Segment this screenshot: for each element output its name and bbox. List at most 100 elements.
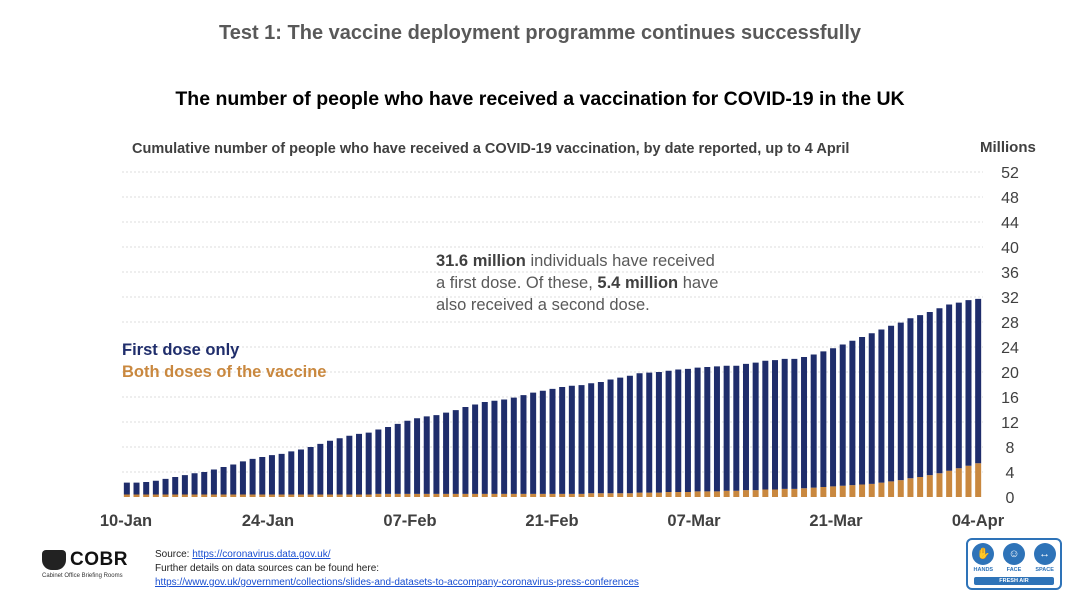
bar-first-dose-only: [781, 358, 788, 489]
details-link[interactable]: https://www.gov.uk/government/collection…: [155, 577, 639, 588]
bar-first-dose-only: [414, 418, 421, 494]
bar-both-doses: [297, 494, 304, 497]
bar-both-doses: [326, 494, 333, 497]
bar-first-dose-only: [868, 333, 875, 484]
bar-both-doses: [210, 494, 217, 497]
bar-first-dose-only: [810, 354, 817, 488]
bar-both-doses: [423, 493, 430, 497]
bar-both-doses: [491, 493, 498, 497]
bar-first-dose-only: [336, 438, 343, 495]
bar-first-dose-only: [423, 416, 430, 494]
bar-first-dose-only: [501, 399, 508, 494]
bar-first-dose-only: [597, 382, 604, 494]
bar-first-dose-only: [617, 377, 624, 494]
bar-both-doses: [249, 494, 256, 497]
bar-both-doses: [868, 483, 875, 497]
y-tick-label: 52: [1001, 165, 1019, 182]
bar-first-dose-only: [578, 385, 585, 494]
bar-both-doses: [365, 494, 372, 497]
footer-sources: Source: https://coronavirus.data.gov.uk/…: [155, 548, 639, 590]
bar-both-doses: [694, 491, 701, 497]
fresh-air-label: FRESH AIR: [974, 577, 1054, 585]
bar-both-doses: [559, 493, 566, 497]
bar-first-dose-only: [568, 385, 575, 494]
bar-first-dose-only: [791, 358, 798, 489]
y-tick-label: 40: [1001, 240, 1019, 257]
bar-both-doses: [375, 493, 382, 497]
bar-first-dose-only: [752, 362, 759, 491]
bar-both-doses: [172, 494, 179, 497]
bar-both-doses: [675, 492, 682, 497]
bar-both-doses: [152, 494, 159, 497]
bar-both-doses: [385, 493, 392, 497]
bar-first-dose-only: [772, 360, 779, 490]
bar-both-doses: [443, 493, 450, 497]
bar-both-doses: [955, 468, 962, 497]
logo-subtext: Cabinet Office Briefing Rooms: [42, 573, 123, 579]
bar-both-doses: [810, 487, 817, 497]
bar-both-doses: [414, 493, 421, 497]
bar-first-dose-only: [965, 300, 972, 466]
bar-first-dose-only: [607, 379, 614, 494]
bar-first-dose-only: [539, 390, 546, 494]
bar-both-doses: [181, 494, 188, 497]
bar-both-doses: [346, 494, 353, 497]
bar-both-doses: [762, 489, 769, 497]
y-tick-label: 16: [1001, 390, 1019, 407]
bar-both-doses: [404, 493, 411, 497]
x-tick-label: 21-Feb: [525, 512, 578, 530]
x-tick-label: 10-Jan: [100, 512, 152, 530]
bar-both-doses: [394, 493, 401, 497]
bar-both-doses: [288, 494, 295, 497]
bar-both-doses: [646, 492, 653, 497]
legend-first-dose: First dose only: [122, 341, 240, 359]
bar-both-doses: [133, 494, 140, 497]
bar-both-doses: [510, 493, 517, 497]
y-axis-unit-label: Millions: [980, 139, 1036, 156]
source-prefix: Source:: [155, 549, 193, 560]
bar-both-doses: [897, 480, 904, 497]
bar-both-doses: [772, 489, 779, 497]
bar-first-dose-only: [926, 312, 933, 476]
bar-first-dose-only: [897, 322, 904, 481]
bar-both-doses: [336, 494, 343, 497]
face-icon: ☺: [1002, 543, 1025, 565]
page-subtitle: The number of people who have received a…: [175, 88, 905, 110]
bar-both-doses: [278, 494, 285, 497]
chart-annotation: 31.6 million individuals have received a…: [436, 250, 766, 316]
bar-first-dose-only: [646, 372, 653, 493]
y-tick-label: 32: [1001, 290, 1019, 307]
bar-first-dose-only: [878, 329, 885, 483]
bar-first-dose-only: [849, 340, 856, 486]
bar-both-doses: [307, 494, 314, 497]
hands-item: ✋ HANDS: [972, 543, 995, 573]
bar-both-doses: [568, 493, 575, 497]
bar-both-doses: [201, 494, 208, 497]
bar-both-doses: [162, 494, 169, 497]
annotation-second-dose-total: 5.4 million: [597, 274, 679, 292]
bar-first-dose-only: [162, 478, 169, 495]
bar-first-dose-only: [520, 395, 527, 494]
bar-both-doses: [704, 491, 711, 497]
logo-text: COBR: [70, 549, 128, 570]
bar-first-dose-only: [917, 315, 924, 477]
bar-both-doses: [830, 486, 837, 497]
bar-first-dose-only: [239, 461, 246, 495]
source-link[interactable]: https://coronavirus.data.gov.uk/: [192, 549, 331, 560]
bar-both-doses: [481, 493, 488, 497]
hands-label: HANDS: [973, 567, 994, 573]
bar-both-doses: [220, 494, 227, 497]
bar-first-dose-only: [801, 357, 808, 489]
bar-first-dose-only: [549, 388, 556, 494]
bar-both-doses: [801, 488, 808, 497]
x-tick-label: 07-Mar: [667, 512, 721, 530]
legend-both-doses: Both doses of the vaccine: [122, 363, 327, 381]
page-heading: Test 1: The vaccine deployment programme…: [218, 22, 862, 44]
bar-first-dose-only: [762, 360, 769, 490]
y-tick-label: 44: [1001, 215, 1019, 232]
bar-first-dose-only: [955, 302, 962, 469]
x-tick-label: 04-Apr: [952, 512, 1005, 530]
bar-first-dose-only: [472, 404, 479, 494]
space-icon: ↔: [1033, 543, 1056, 565]
bar-both-doses: [462, 493, 469, 497]
